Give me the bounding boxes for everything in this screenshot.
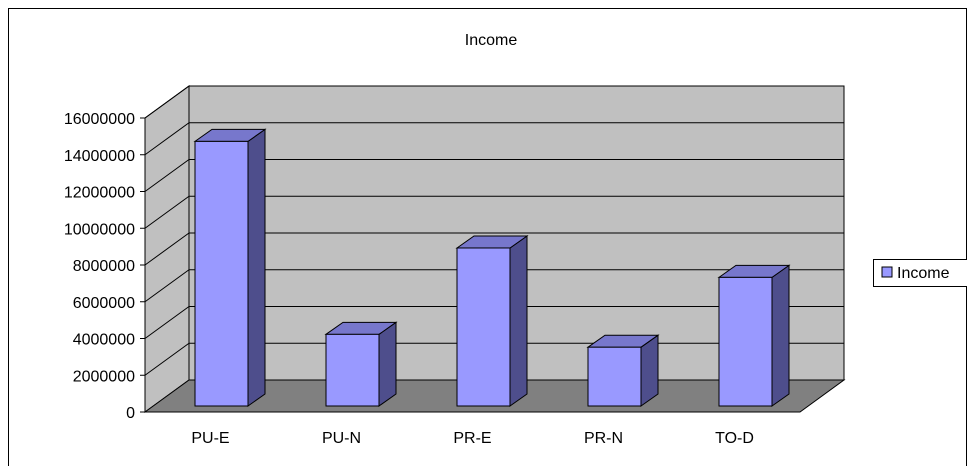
chart-title: Income <box>465 32 518 49</box>
y-tick-label: 4000000 <box>73 332 135 349</box>
x-tick-label: PU-N <box>322 430 361 447</box>
x-tick-label: PR-E <box>453 430 491 447</box>
y-tick-label: 0 <box>126 405 135 422</box>
y-tick-label: 6000000 <box>73 295 135 312</box>
bar-side <box>248 129 265 406</box>
bar <box>588 347 641 406</box>
plot-area: 0 2000000 4000000 6000000 8000000 10000000 120… <box>64 86 844 447</box>
y-tick-label: 2000000 <box>73 368 135 385</box>
x-tick-label: PR-N <box>584 430 623 447</box>
bar-side <box>772 265 789 406</box>
bar-side <box>379 322 396 406</box>
bar-side <box>510 236 527 406</box>
y-tick-label: 16000000 <box>64 111 135 128</box>
legend-label: Income <box>897 265 950 282</box>
x-tick-label: TO-D <box>715 430 754 447</box>
y-tick-label: 8000000 <box>73 258 135 275</box>
legend-swatch <box>882 267 892 277</box>
x-tick-label: PU-E <box>191 430 229 447</box>
bar <box>326 334 379 406</box>
bar <box>457 248 510 406</box>
y-tick-label: 14000000 <box>64 148 135 165</box>
legend: Income <box>874 260 967 287</box>
y-tick-label: 12000000 <box>64 185 135 202</box>
bar <box>195 141 248 406</box>
bar <box>719 277 772 406</box>
y-tick-label: 10000000 <box>64 221 135 238</box>
